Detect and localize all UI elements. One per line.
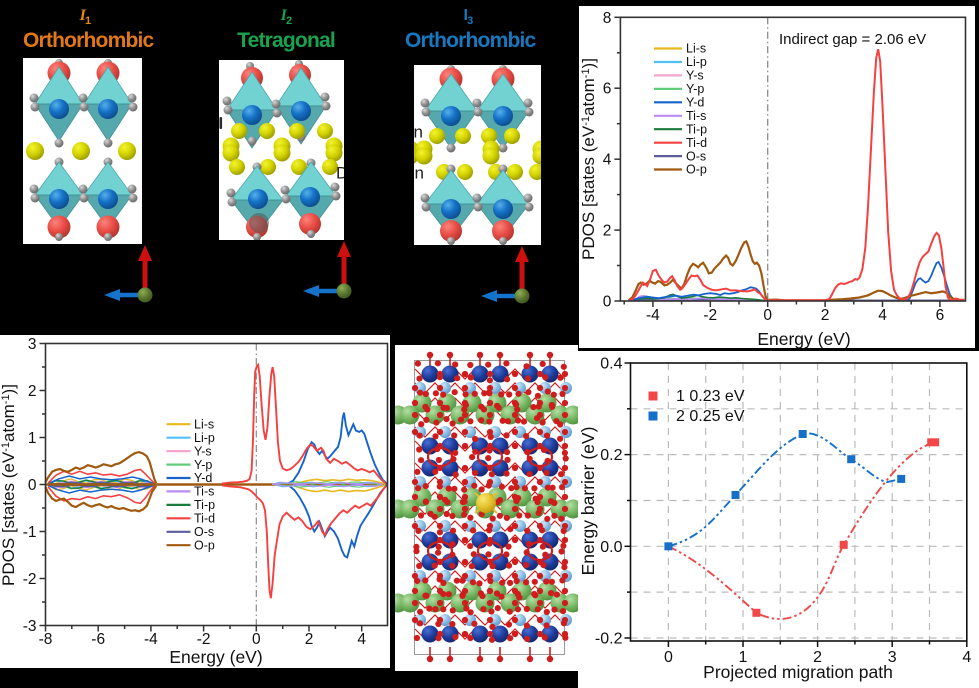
svg-text:6: 6 (603, 81, 612, 98)
svg-text:8: 8 (603, 10, 612, 27)
svg-text:0: 0 (664, 649, 673, 666)
svg-text:2: 2 (305, 631, 314, 648)
svg-text:Ti-d: Ti-d (686, 136, 707, 150)
svg-text:Li-p: Li-p (686, 55, 707, 69)
svg-text:4: 4 (603, 152, 612, 169)
svg-text:-4: -4 (646, 307, 660, 324)
svg-text:PDOS [states (eV-1atom-1)]: PDOS [states (eV-1atom-1)] (579, 58, 598, 260)
svg-text:3: 3 (28, 336, 37, 353)
svg-text:O-s: O-s (194, 525, 214, 539)
svg-text:O-s: O-s (686, 149, 706, 163)
svg-text:Y-s: Y-s (194, 444, 212, 458)
svg-text:Ti-p: Ti-p (686, 122, 707, 136)
svg-text:O-p: O-p (194, 538, 215, 552)
svg-text:Indirect gap = 2.06 eV: Indirect gap = 2.06 eV (779, 31, 926, 48)
svg-text:Y-d: Y-d (686, 96, 704, 110)
svg-text:0: 0 (603, 294, 612, 311)
svg-text:Energy barrier (eV): Energy barrier (eV) (578, 427, 598, 576)
svg-text:2: 2 (603, 223, 612, 240)
svg-text:2: 2 (28, 383, 37, 400)
svg-text:O-p: O-p (686, 163, 707, 177)
svg-text:0.4: 0.4 (600, 356, 622, 373)
svg-text:1 0.23 eV: 1 0.23 eV (676, 388, 745, 405)
svg-text:Energy (eV): Energy (eV) (169, 647, 262, 667)
svg-text:0.0: 0.0 (600, 539, 622, 556)
svg-text:n: n (415, 164, 424, 183)
svg-text:3: 3 (888, 649, 897, 666)
svg-text:D: D (336, 164, 344, 183)
svg-text:-0.2: -0.2 (595, 631, 623, 648)
svg-text:-3: -3 (23, 618, 37, 635)
svg-text:-2: -2 (197, 631, 211, 648)
svg-text:6: 6 (936, 307, 945, 324)
svg-text:Y-s: Y-s (686, 69, 704, 83)
svg-text:1: 1 (28, 430, 37, 447)
svg-text:2: 2 (821, 307, 830, 324)
svg-text:PDOS [states (eV-1atom-1)]: PDOS [states (eV-1atom-1)] (0, 384, 18, 586)
svg-text:0: 0 (252, 631, 261, 648)
svg-text:Y-p: Y-p (686, 82, 704, 96)
svg-text:Ti-d: Ti-d (194, 512, 215, 526)
svg-text:-6: -6 (91, 631, 105, 648)
svg-text:Y-d: Y-d (194, 471, 212, 485)
svg-text:Ti-s: Ti-s (686, 109, 706, 123)
svg-text:Ti-s: Ti-s (194, 485, 214, 499)
svg-text:0.2: 0.2 (600, 447, 622, 464)
svg-text:0: 0 (28, 477, 37, 494)
svg-text:-2: -2 (703, 307, 717, 324)
svg-text:Li-s: Li-s (194, 417, 214, 431)
svg-text:4: 4 (878, 307, 887, 324)
svg-text:-8: -8 (39, 631, 53, 648)
svg-text:2 0.25 eV: 2 0.25 eV (676, 408, 745, 425)
svg-text:4: 4 (357, 631, 366, 648)
svg-text:Y-p: Y-p (194, 458, 212, 472)
svg-text:Projected migration path: Projected migration path (703, 662, 893, 682)
svg-text:Li-p: Li-p (194, 431, 215, 445)
svg-text:-2: -2 (23, 571, 37, 588)
svg-text:1: 1 (739, 649, 748, 666)
svg-text:-1: -1 (23, 524, 37, 541)
svg-text:0: 0 (763, 307, 772, 324)
svg-text:2: 2 (813, 649, 822, 666)
svg-text:4: 4 (962, 649, 971, 666)
svg-text:Energy (eV): Energy (eV) (757, 329, 850, 348)
svg-text:-4: -4 (144, 631, 158, 648)
svg-text:n: n (414, 123, 423, 142)
svg-text:Li-s: Li-s (686, 42, 706, 56)
svg-text:Ti-p: Ti-p (194, 498, 215, 512)
